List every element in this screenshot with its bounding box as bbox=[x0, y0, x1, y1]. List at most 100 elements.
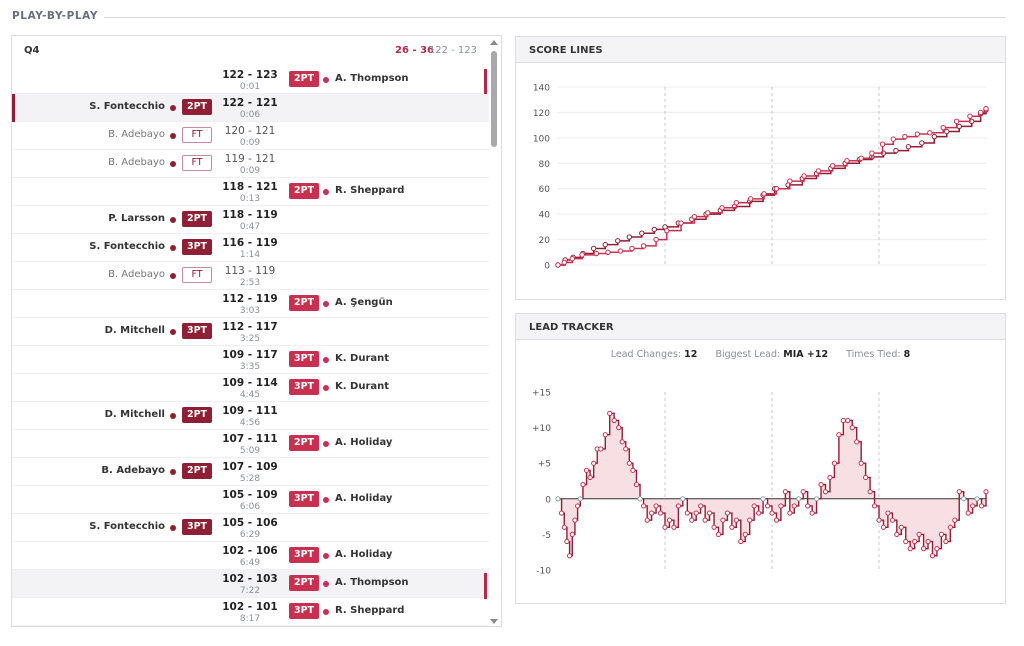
play-row[interactable]: 112 - 117 3:25 D. Mitchell 3PT bbox=[12, 318, 489, 346]
player-name[interactable]: B. Adebayo bbox=[101, 465, 165, 476]
lead-point bbox=[943, 538, 949, 545]
player-name[interactable]: R. Sheppard bbox=[335, 185, 405, 196]
player-name[interactable]: B. Adebayo bbox=[108, 129, 165, 140]
play-score: 102 - 106 bbox=[222, 545, 278, 557]
lead-tracker-chart: -10 -5 0 +5 +10 +15 bbox=[532, 389, 989, 577]
section-divider bbox=[104, 17, 1006, 18]
lead-point bbox=[831, 460, 838, 466]
lead-point bbox=[657, 510, 664, 516]
player-name[interactable]: S. Fontecchio bbox=[89, 521, 165, 532]
score-point bbox=[914, 131, 921, 137]
play-row[interactable]: 102 - 103 7:22 2PT A. Thompson bbox=[12, 570, 489, 599]
score-point bbox=[629, 245, 635, 252]
play-score: 113 - 119 bbox=[224, 265, 276, 277]
lead-point bbox=[566, 553, 573, 559]
play-row[interactable]: 120 - 121 0:09 B. Adebayo FT bbox=[12, 122, 489, 150]
lead-point bbox=[782, 489, 788, 495]
lead-point bbox=[974, 496, 980, 502]
play-row[interactable]: 105 - 106 6:29 S. Fontecchio 3PT bbox=[12, 514, 489, 542]
player-name[interactable]: R. Sheppard bbox=[335, 605, 405, 616]
play-score: 122 - 123 bbox=[222, 69, 278, 81]
team-dot-icon bbox=[323, 609, 329, 615]
player-name[interactable]: A. Holiday bbox=[335, 549, 393, 560]
shot-type-badge: FT bbox=[182, 127, 212, 143]
play-row[interactable]: 109 - 111 4:56 D. Mitchell 2PT bbox=[12, 402, 489, 430]
lead-point bbox=[827, 474, 833, 481]
player-name[interactable]: K. Durant bbox=[335, 381, 390, 392]
play-score: 112 - 119 bbox=[222, 293, 278, 305]
team-dot-icon bbox=[323, 553, 329, 559]
player-name[interactable]: A. Thompson bbox=[335, 577, 409, 588]
lead-point bbox=[580, 481, 586, 488]
play-row[interactable]: 122 - 121 0:06 S. Fontecchio 2PT bbox=[12, 94, 489, 122]
scrollbar-thumb[interactable] bbox=[491, 51, 497, 147]
row-highlight-right bbox=[484, 573, 487, 599]
play-row[interactable]: 107 - 109 5:28 B. Adebayo 2PT bbox=[12, 458, 489, 486]
scroll-up-icon[interactable] bbox=[490, 40, 498, 45]
player-name[interactable]: K. Durant bbox=[335, 353, 390, 364]
scroll-down-icon[interactable] bbox=[490, 619, 498, 624]
lead-point bbox=[938, 531, 945, 537]
score-point bbox=[615, 238, 621, 244]
play-row[interactable]: 118 - 119 0:47 P. Larsson 2PT bbox=[12, 206, 489, 234]
play-clock: 5:09 bbox=[239, 446, 261, 456]
shot-type-badge: 2PT bbox=[182, 99, 212, 115]
y-tick-label: -5 bbox=[542, 531, 551, 541]
play-row[interactable]: 105 - 109 6:06 3PT A. Holiday bbox=[12, 486, 489, 514]
team-dot-icon bbox=[170, 245, 176, 251]
lead-point bbox=[809, 510, 815, 516]
lead-point bbox=[649, 510, 655, 516]
play-row[interactable]: 102 - 106 6:49 3PT A. Holiday bbox=[12, 542, 489, 570]
player-name[interactable]: P. Larsson bbox=[108, 213, 165, 224]
score-point bbox=[579, 252, 585, 258]
scrollbar[interactable] bbox=[489, 40, 499, 624]
lead-point bbox=[671, 524, 677, 530]
play-row[interactable]: 113 - 119 2:53 B. Adebayo FT bbox=[12, 262, 489, 290]
player-name[interactable]: B. Adebayo bbox=[108, 269, 165, 280]
lead-point bbox=[845, 417, 851, 424]
player-name[interactable]: A. Şengün bbox=[335, 297, 393, 308]
score-point bbox=[787, 178, 793, 184]
lead-point bbox=[702, 517, 708, 523]
play-row[interactable]: 122 - 123 0:01 2PT A. Thompson bbox=[12, 66, 489, 95]
play-row[interactable]: 119 - 121 0:09 B. Adebayo FT bbox=[12, 150, 489, 178]
player-name[interactable]: D. Mitchell bbox=[104, 325, 165, 336]
play-row[interactable]: 107 - 111 5:09 2PT A. Holiday bbox=[12, 430, 489, 458]
play-list[interactable]: 122 - 123 0:01 2PT A. Thompson 122 - 121 0:06… bbox=[12, 66, 489, 626]
shot-type-badge: 2PT bbox=[289, 71, 319, 87]
team-dot-icon bbox=[170, 133, 176, 139]
score-point bbox=[983, 105, 989, 112]
lead-point bbox=[903, 538, 909, 545]
score-point bbox=[967, 113, 973, 119]
player-name[interactable]: D. Mitchell bbox=[104, 409, 165, 420]
play-row[interactable]: 102 - 101 8:17 3PT R. Sheppard bbox=[12, 598, 489, 626]
lead-point bbox=[602, 432, 608, 438]
score-point bbox=[773, 186, 780, 192]
play-row[interactable]: 116 - 119 1:14 S. Fontecchio 3PT bbox=[12, 234, 489, 262]
player-name[interactable]: A. Thompson bbox=[335, 73, 409, 84]
lead-point bbox=[662, 524, 668, 530]
player-name[interactable]: A. Holiday bbox=[335, 493, 393, 504]
shot-type-badge: 3PT bbox=[289, 603, 319, 619]
score-lines-title: SCORE LINES bbox=[516, 37, 1005, 63]
player-name[interactable]: S. Fontecchio bbox=[89, 101, 165, 112]
lead-point bbox=[733, 517, 739, 523]
score-point bbox=[593, 250, 600, 257]
play-row[interactable]: 112 - 119 3:03 2PT A. Şengün bbox=[12, 290, 489, 318]
team-dot-icon bbox=[170, 413, 176, 419]
team-dot-icon bbox=[170, 105, 176, 111]
play-row[interactable]: 109 - 117 3:35 3PT K. Durant bbox=[12, 346, 489, 374]
play-row[interactable]: 109 - 114 4:45 3PT K. Durant bbox=[12, 374, 489, 402]
player-name[interactable]: A. Holiday bbox=[335, 437, 393, 448]
play-row[interactable]: 118 - 121 0:13 2PT R. Sheppard bbox=[12, 178, 489, 206]
lead-point bbox=[778, 503, 784, 509]
team-dot-icon bbox=[323, 385, 329, 391]
player-name[interactable]: B. Adebayo bbox=[108, 157, 165, 168]
lead-point bbox=[863, 474, 869, 481]
lead-point bbox=[742, 531, 748, 537]
player-name[interactable]: S. Fontecchio bbox=[89, 241, 165, 252]
lead-point bbox=[611, 417, 617, 424]
play-score: 112 - 117 bbox=[222, 321, 278, 333]
y-tick-label: 140 bbox=[533, 84, 550, 94]
play-score: 109 - 117 bbox=[222, 349, 278, 361]
